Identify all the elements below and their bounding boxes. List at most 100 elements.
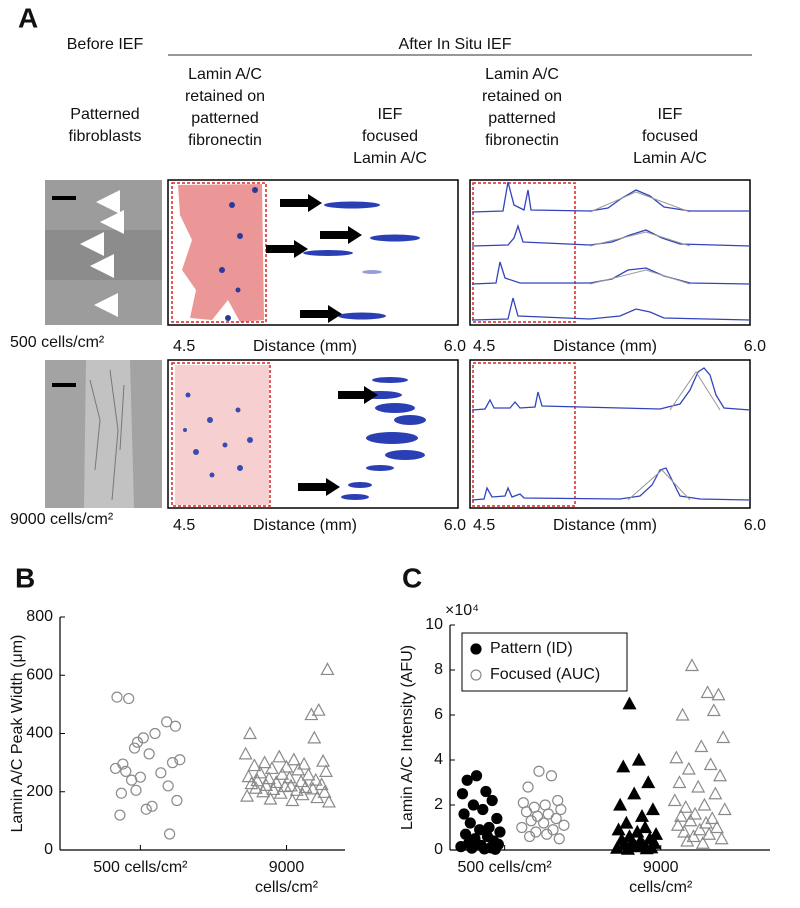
axis-title: Distance (mm) (553, 517, 657, 534)
circle-point (120, 765, 132, 777)
circle-point (126, 774, 138, 786)
triangle-point (686, 829, 701, 843)
circle-point (533, 765, 545, 777)
y-axis-title: Lamin A/C Intensity (AFU) (399, 645, 416, 830)
circle-point (166, 757, 179, 769)
column-header: fibroblasts (69, 128, 142, 145)
y-tick-label: 2 (434, 796, 443, 813)
triangle-point (695, 835, 710, 849)
triangle-point (317, 785, 332, 798)
column-header: patterned (488, 110, 556, 127)
circle-point (474, 824, 486, 836)
column-header: retained on (185, 88, 265, 105)
triangle-point (620, 841, 635, 855)
triangle-point (285, 793, 300, 807)
triangle-point (688, 806, 703, 820)
column-header: IEF (658, 106, 683, 123)
triangle-point (298, 780, 313, 793)
axis-title: Distance (mm) (253, 517, 357, 534)
triangle-point (708, 786, 723, 800)
circle-point (477, 803, 489, 816)
circle-point (478, 843, 490, 855)
triangle-point (683, 813, 698, 827)
circle-point (143, 748, 155, 760)
circle-point (114, 809, 126, 821)
triangle-point (273, 785, 288, 799)
circle-point (131, 736, 144, 748)
axis-end: 6.0 (444, 338, 466, 355)
y-tick-label: 8 (434, 661, 443, 678)
circle-point (464, 817, 476, 829)
triangle-point (264, 761, 279, 775)
triangle-point (238, 746, 253, 760)
triangle-point (308, 772, 323, 786)
triangle-point (321, 794, 336, 808)
triangle-point (706, 703, 721, 717)
triangle-point (619, 815, 634, 829)
circle-point (111, 691, 123, 703)
circle-point (149, 727, 161, 740)
triangle-point (253, 765, 268, 779)
circle-point (470, 770, 483, 782)
triangle-point (301, 767, 316, 781)
y-multiplier: ×10⁴ (445, 602, 479, 619)
triangle-point (631, 752, 646, 766)
axis-start: 4.5 (173, 517, 195, 534)
y-tick-label: 10 (425, 616, 443, 633)
triangle-point (307, 730, 322, 744)
y-tick-label: 0 (434, 841, 443, 858)
triangle-point (639, 841, 654, 855)
triangle-point (627, 786, 642, 800)
legend-label: Pattern (ID) (490, 640, 573, 657)
triangle-point (294, 774, 309, 788)
y-tick-label: 800 (26, 608, 53, 625)
triangle-point (295, 787, 310, 801)
circle-point (538, 817, 550, 829)
triangle-point (286, 752, 301, 766)
circle-point (480, 785, 492, 798)
circle-point (470, 643, 482, 655)
triangle-point (263, 791, 278, 805)
y-tick-label: 600 (26, 666, 53, 683)
row-label: 9000 cells/cm² (10, 511, 114, 528)
axis-end: 6.0 (744, 517, 766, 534)
circle-point (486, 794, 498, 807)
triangle-point (610, 840, 625, 854)
circle-point (553, 833, 565, 845)
triangle-point (641, 775, 656, 789)
triangle-point (247, 758, 262, 772)
circle-point (525, 815, 537, 827)
circle-point (491, 812, 503, 825)
y-tick-label: 0 (44, 841, 53, 858)
circle-point (458, 808, 470, 820)
y-tick-label: 400 (26, 725, 53, 742)
circle-point (162, 780, 174, 792)
triangle-point (305, 781, 320, 795)
triangle-point (678, 799, 693, 813)
triangle-point (698, 815, 714, 829)
triangle-point (628, 839, 643, 853)
triangle-point (675, 707, 690, 721)
triangle-point (638, 820, 653, 834)
triangle-point (289, 783, 304, 796)
triangle-point (667, 793, 682, 807)
circle-point (169, 720, 182, 732)
triangle-point (711, 687, 726, 701)
circle-point (164, 828, 176, 840)
gel-image (167, 359, 459, 509)
circle-point (128, 742, 141, 754)
x-tick-label: 9000 cells/cm² (629, 859, 693, 896)
triangle-point (240, 788, 255, 802)
circle-point (109, 762, 122, 775)
circle-point (541, 828, 553, 840)
circle-point (123, 692, 135, 705)
triangle-point (684, 658, 699, 672)
column-header: IEF (378, 106, 403, 123)
axis-title: Distance (mm) (553, 338, 657, 355)
circle-point (545, 770, 558, 782)
circle-point (494, 826, 506, 838)
axis-start: 4.5 (173, 338, 195, 355)
circle-point (140, 803, 152, 815)
gel-image (167, 179, 459, 326)
